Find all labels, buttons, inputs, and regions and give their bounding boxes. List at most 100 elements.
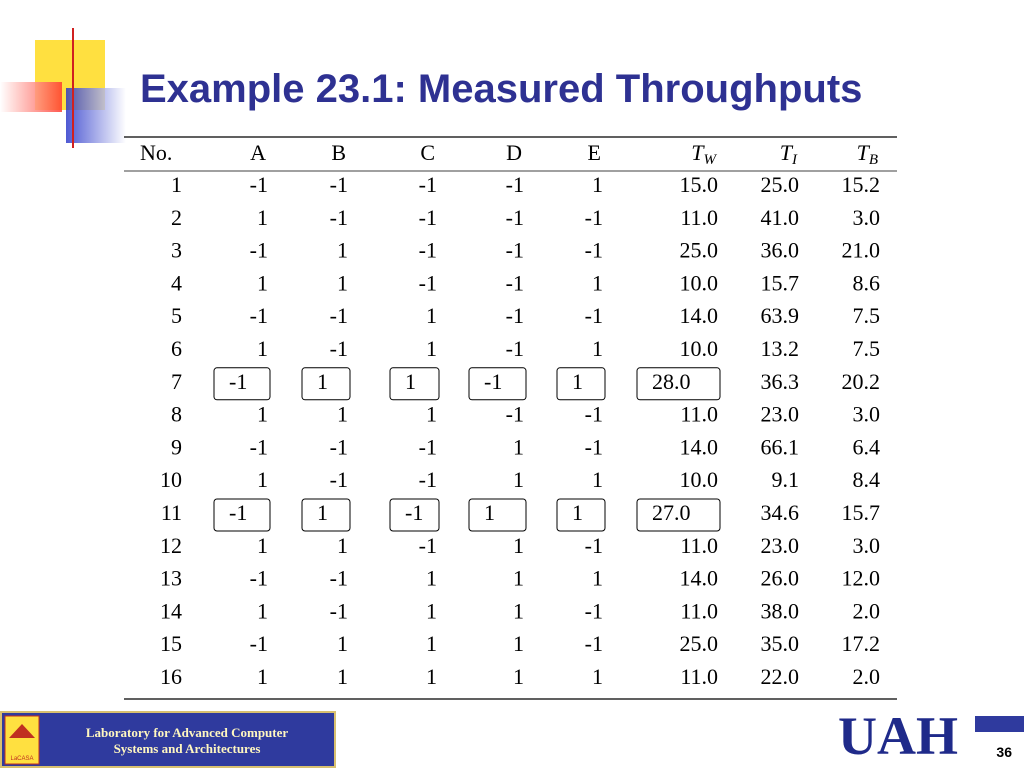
table-cell: 1 bbox=[257, 533, 268, 558]
header-symbol: T bbox=[857, 140, 871, 165]
table-cell: 14.0 bbox=[680, 566, 719, 591]
table-cell: 1 bbox=[317, 369, 328, 394]
table-cell: -1 bbox=[250, 303, 268, 328]
table-cell: -1 bbox=[506, 172, 524, 197]
table-cell: -1 bbox=[506, 303, 524, 328]
table-cell: 1 bbox=[426, 336, 437, 361]
table-cell: 1 bbox=[513, 631, 524, 656]
table-cell: -1 bbox=[330, 172, 348, 197]
table-cell: 9 bbox=[171, 434, 182, 459]
table-cell: 23.0 bbox=[761, 533, 800, 558]
table-cell: 14.0 bbox=[680, 434, 719, 459]
table-cell: 36.0 bbox=[761, 238, 800, 263]
highlight-box bbox=[389, 498, 440, 532]
table-cell: 6 bbox=[171, 336, 182, 361]
table-cell: 15.2 bbox=[842, 172, 881, 197]
table-cell: -1 bbox=[419, 467, 437, 492]
table-cell: 11.0 bbox=[680, 598, 718, 623]
table-cell: 12.0 bbox=[842, 566, 881, 591]
table-cell: -1 bbox=[506, 336, 524, 361]
table-cell: 25.0 bbox=[761, 172, 800, 197]
table-cell: 1 bbox=[592, 566, 603, 591]
table-cell: 34.6 bbox=[761, 500, 800, 525]
table-cell: 10.0 bbox=[680, 336, 719, 361]
table-cell: 23.0 bbox=[761, 402, 800, 427]
table-cell: 7 bbox=[171, 369, 182, 394]
table-cell: -1 bbox=[330, 303, 348, 328]
table-cell: 1 bbox=[513, 467, 524, 492]
column-header: TB bbox=[857, 140, 878, 168]
table-cell: 1 bbox=[337, 664, 348, 689]
table-cell: -1 bbox=[250, 434, 268, 459]
table-cell: 63.9 bbox=[761, 303, 800, 328]
table-cell: 10 bbox=[160, 467, 182, 492]
highlight-box bbox=[636, 367, 721, 401]
header-subscript: B bbox=[869, 152, 878, 168]
table-cell: -1 bbox=[250, 566, 268, 591]
table-cell: -1 bbox=[585, 303, 603, 328]
table-cell: 11.0 bbox=[680, 205, 718, 230]
table-cell: -1 bbox=[405, 500, 423, 525]
table-cell: 14 bbox=[160, 598, 182, 623]
highlight-box bbox=[389, 367, 440, 401]
table-cell: 3.0 bbox=[853, 205, 881, 230]
column-header: B bbox=[331, 140, 346, 165]
table-cell: 15.0 bbox=[680, 172, 719, 197]
highlight-box bbox=[213, 367, 271, 401]
table-cell: 8 bbox=[171, 402, 182, 427]
table-cell: 1 bbox=[405, 369, 416, 394]
header-subscript: I bbox=[791, 152, 798, 168]
table-cell: 1 bbox=[426, 598, 437, 623]
table-cell: 1 bbox=[592, 467, 603, 492]
table-cell: 1 bbox=[592, 172, 603, 197]
table-cell: 1 bbox=[317, 500, 328, 525]
logo-text: LaCASA bbox=[10, 756, 33, 762]
table-cell: 4 bbox=[171, 270, 182, 295]
table-cell: 28.0 bbox=[652, 369, 691, 394]
table-cell: -1 bbox=[585, 402, 603, 427]
column-header: TW bbox=[691, 140, 717, 168]
table-cell: 1 bbox=[337, 238, 348, 263]
highlight-box bbox=[468, 498, 527, 532]
table-cell: -1 bbox=[506, 270, 524, 295]
table-cell: 26.0 bbox=[761, 566, 800, 591]
table-cell: 11 bbox=[161, 500, 182, 525]
table-cell: -1 bbox=[585, 533, 603, 558]
table-cell: 2.0 bbox=[853, 664, 881, 689]
table-cell: 66.1 bbox=[761, 434, 800, 459]
table-cell: 1 bbox=[484, 500, 495, 525]
table-cell: 7.5 bbox=[853, 303, 881, 328]
table-cell: -1 bbox=[330, 336, 348, 361]
highlight-box bbox=[301, 498, 351, 532]
table-cell: 41.0 bbox=[761, 205, 800, 230]
table-cell: 1 bbox=[257, 467, 268, 492]
table-cell: 38.0 bbox=[761, 598, 800, 623]
table-cell: 16 bbox=[160, 664, 182, 689]
table-cell: 1 bbox=[426, 631, 437, 656]
header-symbol: T bbox=[691, 140, 705, 165]
table-cell: 1 bbox=[592, 336, 603, 361]
table-cell: 2.0 bbox=[853, 598, 881, 623]
university-logo: UAH bbox=[838, 706, 958, 766]
table-cell: 1 bbox=[592, 270, 603, 295]
table-cell: 1 bbox=[337, 402, 348, 427]
highlight-box bbox=[556, 367, 606, 401]
table-cell: -1 bbox=[330, 434, 348, 459]
footer: LaCASA Laboratory for Advanced Computer … bbox=[0, 706, 1024, 768]
highlight-box bbox=[301, 367, 351, 401]
table-cell: -1 bbox=[419, 270, 437, 295]
table-cell: -1 bbox=[419, 434, 437, 459]
table-cell: -1 bbox=[250, 172, 268, 197]
table-cell: 8.6 bbox=[853, 270, 881, 295]
page-number: 36 bbox=[996, 744, 1012, 760]
table-cell: 1 bbox=[426, 303, 437, 328]
lab-name: Laboratory for Advanced Computer bbox=[86, 725, 289, 740]
header-subscript: W bbox=[704, 152, 718, 168]
table-cell: 1 bbox=[513, 598, 524, 623]
table-cell: 1 bbox=[257, 205, 268, 230]
table-cell: 5 bbox=[171, 303, 182, 328]
highlight-box bbox=[213, 498, 271, 532]
table-cell: -1 bbox=[250, 631, 268, 656]
table: No. A B C D E TW TI TB1 -1 -1 -1 -1 1 15.0 25.0 15.22 1 -1… bbox=[124, 136, 897, 700]
table-cell: 3.0 bbox=[853, 533, 881, 558]
